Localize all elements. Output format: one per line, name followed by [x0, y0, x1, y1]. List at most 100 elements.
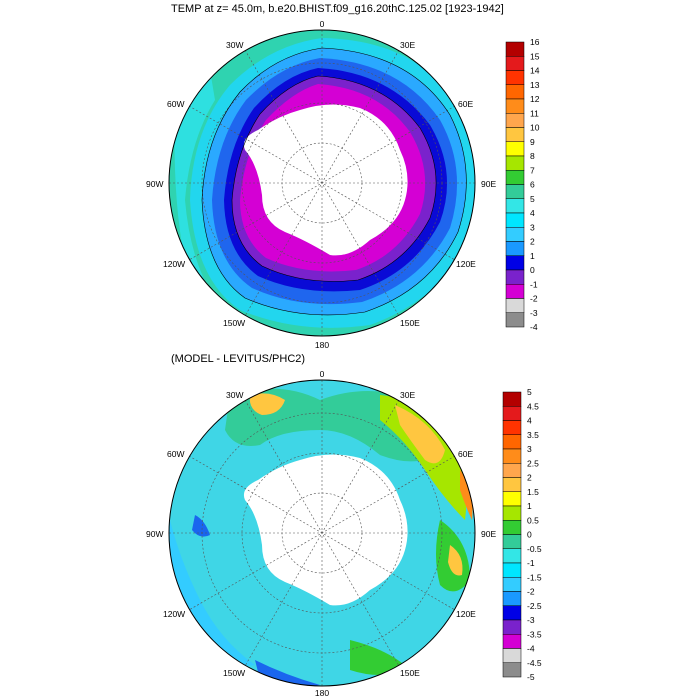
colorbar-swatch — [502, 391, 522, 407]
colorbar-swatch — [502, 591, 522, 606]
bottom-polar-map — [168, 379, 476, 687]
colorbar-swatch — [502, 448, 522, 464]
colorbar-tick-label: 2 — [527, 473, 532, 483]
colorbar-tick-label: 2.5 — [527, 458, 539, 468]
bottom-lon-label-120w: 120W — [163, 609, 185, 619]
top-lon-label-120w: 120W — [163, 259, 185, 269]
colorbar-swatch — [505, 298, 525, 313]
colorbar-tick-label: -3.5 — [527, 629, 542, 639]
bottom-panel-title: (MODEL - LEVITUS/PHC2) — [171, 353, 306, 365]
colorbar-swatch — [505, 198, 525, 214]
top-map-boundary — [168, 29, 476, 337]
colorbar-swatch — [505, 255, 525, 271]
colorbar-swatch — [502, 577, 522, 592]
top-lon-label-90w: 90W — [146, 179, 163, 189]
top-lon-label-30e: 30E — [400, 40, 415, 50]
top-lon-label-150e: 150E — [400, 318, 420, 328]
colorbar-tick-label: -2 — [527, 587, 535, 597]
colorbar-swatch — [505, 84, 525, 100]
colorbar-tick-label: 4.5 — [527, 401, 539, 411]
colorbar-tick-label: 0 — [530, 265, 535, 275]
top-antarctica-land — [243, 104, 408, 256]
colorbar-tick-label: 1 — [527, 501, 532, 511]
bottom-lon-label-90e: 90E — [481, 529, 496, 539]
colorbar-tick-label: 3 — [527, 444, 532, 454]
top-lon-label-90e: 90E — [481, 179, 496, 189]
colorbar-tick-label: -4 — [527, 644, 535, 654]
colorbar-tick-label: -1 — [530, 279, 538, 289]
colorbar-swatch — [505, 170, 525, 185]
bottom-lon-label-90w: 90W — [146, 529, 163, 539]
colorbar-swatch — [505, 212, 525, 228]
colorbar-swatch — [502, 548, 522, 564]
top-lon-label-120e: 120E — [456, 259, 476, 269]
colorbar-tick-label: 11 — [530, 108, 539, 118]
colorbar-tick-label: -4.5 — [527, 658, 542, 668]
colorbar-swatch — [505, 127, 525, 142]
colorbar-tick-label: -5 — [527, 672, 535, 682]
colorbar-tick-label: 1.5 — [527, 487, 539, 497]
colorbar-tick-label: -1.5 — [527, 572, 542, 582]
colorbar-swatch — [502, 505, 522, 521]
bottom-antarctica-land — [243, 454, 408, 606]
colorbar-swatch — [505, 141, 525, 157]
colorbar-tick-label: -1 — [527, 558, 535, 568]
bottom-lon-label-150w: 150W — [223, 668, 245, 678]
colorbar-swatch — [505, 56, 525, 71]
top-panel-title: TEMP at z= 45.0m, b.e20.BHIST.f09_g16.20… — [171, 3, 504, 15]
colorbar-tick-label: 14 — [530, 66, 540, 76]
colorbar-tick-label: -0.5 — [527, 544, 542, 554]
top-longitude-labels: 0 30E 60E 90E 120E 150E 180 150W 120W 90… — [146, 19, 496, 350]
colorbar-tick-label: 4 — [530, 208, 535, 218]
colorbar-swatch — [502, 534, 522, 549]
colorbar-tick-label: 2 — [530, 237, 535, 247]
colorbar-tick-label: 16 — [530, 37, 540, 47]
colorbar-tick-label: 12 — [530, 94, 540, 104]
bottom-lon-label-60w: 60W — [167, 449, 184, 459]
colorbar-swatch — [505, 70, 525, 85]
bottom-map-boundary — [168, 379, 476, 687]
bottom-lon-label-120e: 120E — [456, 609, 476, 619]
colorbar-swatch — [505, 284, 525, 299]
colorbar-tick-label: 0.5 — [527, 515, 539, 525]
top-lon-label-30w: 30W — [226, 40, 243, 50]
colorbar-tick-label: -4 — [530, 322, 538, 332]
colorbar-tick-label: -2 — [530, 294, 538, 304]
colorbar-swatch — [505, 312, 525, 328]
bottom-lon-label-150e: 150E — [400, 668, 420, 678]
colorbar-swatch — [505, 184, 525, 199]
colorbar-swatch — [502, 619, 522, 635]
top-polar-map — [168, 29, 476, 337]
colorbar-tick-label: 7 — [530, 165, 535, 175]
colorbar-swatch — [505, 269, 525, 285]
top-lon-label-0: 0 — [320, 19, 325, 29]
colorbar-tick-label: 6 — [530, 180, 535, 190]
colorbar-swatch — [505, 227, 525, 242]
colorbar-tick-label: 5 — [527, 387, 532, 397]
colorbar-tick-label: 0 — [527, 530, 532, 540]
colorbar-tick-label: 15 — [530, 51, 540, 61]
colorbar-swatch — [502, 662, 522, 678]
colorbar-swatch — [502, 434, 522, 450]
colorbar-swatch — [502, 491, 522, 507]
top-lon-label-60w: 60W — [167, 99, 184, 109]
bottom-lon-label-0: 0 — [320, 369, 325, 379]
colorbar-swatch — [502, 634, 522, 649]
colorbar-tick-label: 10 — [530, 123, 540, 133]
colorbar-tick-label: -3 — [527, 615, 535, 625]
colorbar-tick-label: 3.5 — [527, 430, 539, 440]
colorbar-tick-label: 13 — [530, 80, 540, 90]
bottom-colorbar: 5 4.5 4 3.5 3 2.5 2 1.5 1 0.5 0 -0.5 -1 -1.5 -2 -2.5 -3 -… — [502, 387, 542, 682]
colorbar-swatch — [502, 406, 522, 421]
colorbar-swatch — [505, 241, 525, 256]
colorbar-tick-label: 9 — [530, 137, 535, 147]
top-lon-label-150w: 150W — [223, 318, 245, 328]
colorbar-tick-label: 4 — [527, 416, 532, 426]
colorbar-tick-label: -2.5 — [527, 601, 542, 611]
colorbar-swatch — [505, 155, 525, 171]
colorbar-tick-label: -3 — [530, 308, 538, 318]
bottom-lon-label-180: 180 — [315, 688, 329, 698]
top-lon-label-180: 180 — [315, 340, 329, 350]
top-lon-label-60e: 60E — [458, 99, 473, 109]
